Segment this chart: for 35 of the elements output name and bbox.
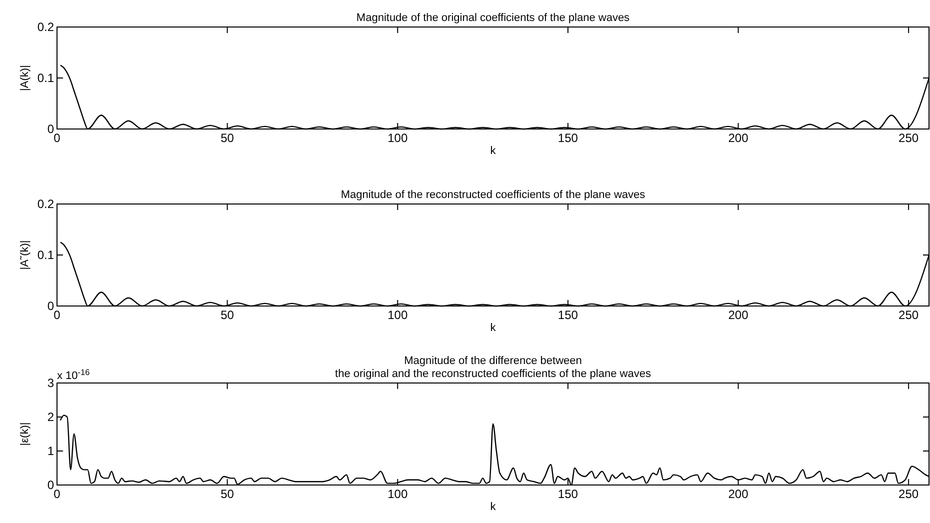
x-tick-label: 100: [388, 308, 408, 322]
x-tick-label: 150: [558, 487, 578, 501]
x-tick-label: 200: [728, 487, 749, 501]
x-tick-label: 250: [898, 131, 919, 145]
chart-title: Magnitude of the reconstructed coefficients of the plane waves: [340, 189, 646, 201]
y-tick-label: 0: [47, 478, 54, 492]
y-tick-label: 0.1: [37, 71, 54, 85]
x-tick-label: 200: [728, 308, 749, 322]
x-axis-title: k: [490, 322, 496, 334]
x-tick-label: 150: [558, 308, 578, 322]
y-tick-label: 0: [47, 299, 54, 313]
chart-title: Magnitude of the original coefficients of the plane waves: [356, 12, 630, 24]
x-tick-label: 200: [728, 131, 749, 145]
x-tick-label: 50: [220, 487, 234, 501]
x-tick-label: 150: [558, 131, 578, 145]
chart-title: Magnitude of the difference between the original and the reconstructed coefficients of the plane waves: [335, 355, 652, 380]
y-tick-label: 1: [47, 444, 54, 458]
x-tick-label: 250: [898, 308, 919, 322]
y-axis-title: |ε(k)|: [19, 422, 31, 446]
x-tick-label: 250: [898, 487, 919, 501]
x-tick-label: 100: [388, 487, 408, 501]
y-tick-label: 0.2: [37, 197, 54, 211]
x-tick-label: 100: [388, 131, 408, 145]
x-axis-title: k: [490, 501, 496, 513]
y-tick-label: 3: [47, 376, 54, 390]
y-axis-title: |A(k)|: [19, 65, 31, 91]
x-axis-title: k: [490, 145, 496, 157]
text: x 10$^{-16}$: [57, 368, 90, 382]
x-tick-label: 50: [220, 131, 234, 145]
y-tick-label: 0: [47, 122, 54, 136]
y-tick-label: 0.1: [37, 248, 54, 262]
y-tick-label: 0.2: [37, 20, 54, 34]
y-axis-title: |A˜(k)|: [19, 240, 31, 270]
x-tick-label: 50: [220, 308, 234, 322]
y-tick-label: 2: [47, 410, 54, 424]
